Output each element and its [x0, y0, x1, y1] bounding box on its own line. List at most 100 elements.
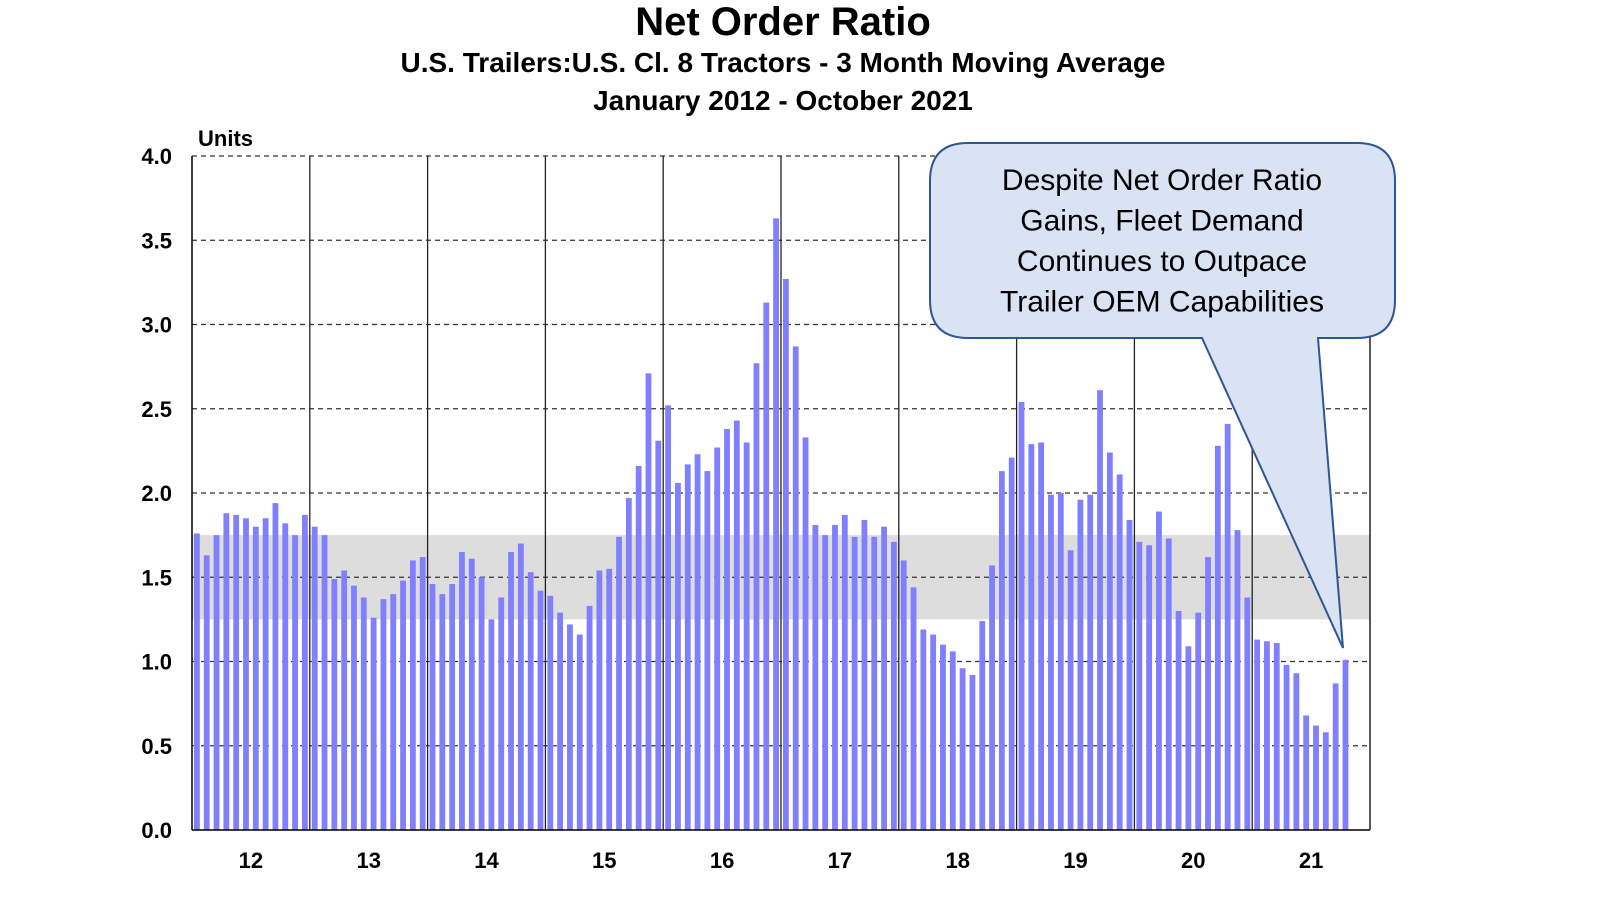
bar — [537, 590, 544, 830]
bar — [812, 525, 819, 830]
bar — [252, 526, 259, 830]
bar — [1214, 445, 1221, 830]
bar — [802, 437, 809, 830]
bar — [243, 518, 249, 830]
bar — [881, 526, 887, 830]
bar — [861, 519, 868, 830]
bar — [223, 513, 230, 830]
callout-annotation: Despite Net Order Ratio Gains, Fleet Dema… — [929, 142, 1396, 649]
bar — [1283, 664, 1290, 830]
bar — [920, 629, 927, 830]
bar — [508, 551, 514, 830]
bar — [459, 551, 465, 830]
bar — [429, 583, 436, 830]
bar — [724, 428, 730, 830]
bar — [694, 454, 701, 830]
bar — [439, 594, 446, 830]
bar — [714, 447, 721, 830]
bar — [203, 555, 210, 830]
bar — [1087, 494, 1094, 830]
callout-bubble — [929, 142, 1396, 649]
x-tick-label: 15 — [592, 848, 616, 873]
bar — [1028, 444, 1035, 830]
bar — [233, 514, 240, 830]
bar — [1136, 541, 1143, 830]
bar — [1165, 538, 1172, 830]
bar — [1254, 639, 1261, 830]
bar — [301, 514, 308, 830]
x-tick-label: 16 — [710, 848, 734, 873]
bar — [998, 471, 1005, 830]
bar — [576, 634, 583, 830]
callout-text-line: Despite Net Order Ratio — [1002, 164, 1322, 197]
bar — [527, 572, 534, 830]
bar — [783, 279, 789, 830]
chart-title: Net Order Ratio — [635, 0, 931, 44]
x-tick-label: 21 — [1299, 848, 1323, 873]
bar — [753, 363, 760, 830]
bar — [557, 612, 564, 830]
callout-text-line: Continues to Outpace — [1017, 245, 1307, 278]
bar — [586, 605, 593, 830]
y-axis-label: Units — [198, 126, 253, 151]
bar — [360, 597, 367, 830]
bar — [1342, 659, 1349, 830]
bar — [959, 668, 966, 830]
bar — [1048, 494, 1054, 830]
bar — [773, 218, 779, 831]
bar — [910, 587, 917, 830]
bar — [517, 543, 524, 830]
y-tick-label: 1.0 — [141, 650, 172, 675]
bar — [625, 498, 632, 830]
bar — [1303, 715, 1310, 830]
y-tick-label: 0.5 — [141, 734, 172, 759]
bar — [979, 621, 986, 830]
bar — [675, 482, 681, 830]
bar — [1116, 474, 1123, 830]
bar — [1264, 641, 1270, 830]
bar — [1313, 725, 1319, 830]
bar — [1244, 597, 1251, 830]
bar — [1106, 452, 1113, 830]
bar — [380, 599, 387, 830]
bar — [488, 619, 495, 830]
bar — [321, 535, 328, 830]
bar — [1126, 519, 1133, 830]
bar — [311, 526, 318, 830]
bar — [743, 442, 750, 830]
bar — [1234, 530, 1241, 830]
x-tick-label: 18 — [945, 848, 969, 873]
bar — [400, 580, 406, 830]
x-tick-label: 14 — [474, 848, 499, 873]
callout-text-line: Trailer OEM Capabilities — [1000, 286, 1324, 319]
bar — [733, 420, 740, 830]
bar — [1195, 612, 1202, 830]
bar — [1008, 457, 1015, 830]
bar — [567, 624, 573, 830]
bar — [616, 536, 622, 830]
bar — [606, 568, 613, 830]
bar — [900, 560, 907, 830]
bar — [792, 346, 799, 830]
bar — [272, 503, 279, 830]
bar — [547, 595, 554, 830]
x-tick-label: 12 — [239, 848, 263, 873]
bar — [940, 644, 946, 830]
bar — [969, 674, 976, 830]
y-tick-label: 3.0 — [141, 313, 172, 338]
bar — [409, 560, 416, 830]
x-tick-label: 19 — [1063, 848, 1087, 873]
bar — [596, 570, 603, 830]
y-tick-label: 3.5 — [141, 228, 172, 253]
bar — [1224, 423, 1231, 830]
bar — [841, 514, 848, 830]
y-tick-label: 2.5 — [141, 397, 172, 422]
bar — [1057, 493, 1064, 830]
bar — [1293, 673, 1300, 830]
bar — [1273, 642, 1280, 830]
bar — [645, 373, 652, 830]
bar — [282, 523, 289, 830]
bar — [351, 585, 357, 830]
callout-text-line: Gains, Fleet Demand — [1020, 205, 1303, 238]
bar — [704, 471, 711, 830]
